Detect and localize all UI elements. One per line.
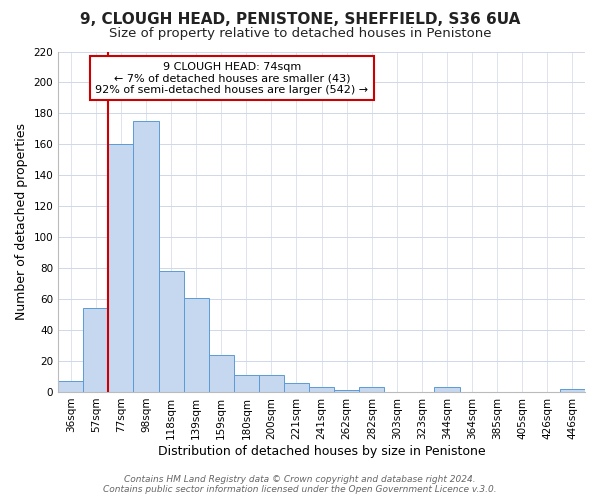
Bar	[434, 388, 460, 392]
Bar	[109, 144, 133, 392]
Bar	[284, 382, 309, 392]
Bar	[58, 381, 83, 392]
Bar	[83, 308, 109, 392]
Bar	[359, 388, 385, 392]
Bar	[334, 390, 359, 392]
Bar	[234, 375, 259, 392]
Bar	[560, 389, 585, 392]
Y-axis label: Number of detached properties: Number of detached properties	[15, 123, 28, 320]
Text: Contains HM Land Registry data © Crown copyright and database right 2024.
Contai: Contains HM Land Registry data © Crown c…	[103, 474, 497, 494]
Bar	[209, 355, 234, 392]
Bar	[309, 388, 334, 392]
Text: 9 CLOUGH HEAD: 74sqm
← 7% of detached houses are smaller (43)
92% of semi-detach: 9 CLOUGH HEAD: 74sqm ← 7% of detached ho…	[95, 62, 368, 95]
Text: 9, CLOUGH HEAD, PENISTONE, SHEFFIELD, S36 6UA: 9, CLOUGH HEAD, PENISTONE, SHEFFIELD, S3…	[80, 12, 520, 28]
Bar	[158, 272, 184, 392]
Bar	[133, 121, 158, 392]
Bar	[259, 375, 284, 392]
Text: Size of property relative to detached houses in Penistone: Size of property relative to detached ho…	[109, 28, 491, 40]
X-axis label: Distribution of detached houses by size in Penistone: Distribution of detached houses by size …	[158, 444, 485, 458]
Bar	[184, 298, 209, 392]
